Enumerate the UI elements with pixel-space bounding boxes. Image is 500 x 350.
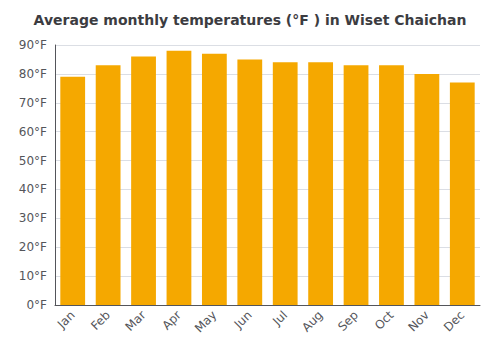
svg-text:60°F: 60°F xyxy=(19,125,47,139)
svg-text:Jun: Jun xyxy=(231,308,255,332)
svg-text:Nov: Nov xyxy=(405,308,431,334)
svg-text:Feb: Feb xyxy=(88,308,113,333)
svg-text:90°F: 90°F xyxy=(19,38,47,52)
svg-text:May: May xyxy=(192,308,219,335)
svg-text:Oct: Oct xyxy=(372,308,397,333)
svg-text:30°F: 30°F xyxy=(19,211,47,225)
svg-text:Average monthly temperatures (: Average monthly temperatures (°F ) in Wi… xyxy=(34,12,467,28)
svg-text:Jul: Jul xyxy=(269,308,290,329)
svg-text:10°F: 10°F xyxy=(19,269,47,283)
svg-text:80°F: 80°F xyxy=(19,67,47,81)
svg-text:0°F: 0°F xyxy=(26,298,47,312)
svg-text:20°F: 20°F xyxy=(19,240,47,254)
svg-text:Sep: Sep xyxy=(335,308,361,334)
svg-text:Aug: Aug xyxy=(299,308,325,334)
svg-text:40°F: 40°F xyxy=(19,182,47,196)
svg-text:Jan: Jan xyxy=(54,308,78,332)
svg-text:70°F: 70°F xyxy=(19,96,47,110)
svg-text:Mar: Mar xyxy=(123,308,149,334)
svg-text:Apr: Apr xyxy=(159,308,184,333)
svg-text:50°F: 50°F xyxy=(19,154,47,168)
svg-text:Dec: Dec xyxy=(441,308,467,334)
